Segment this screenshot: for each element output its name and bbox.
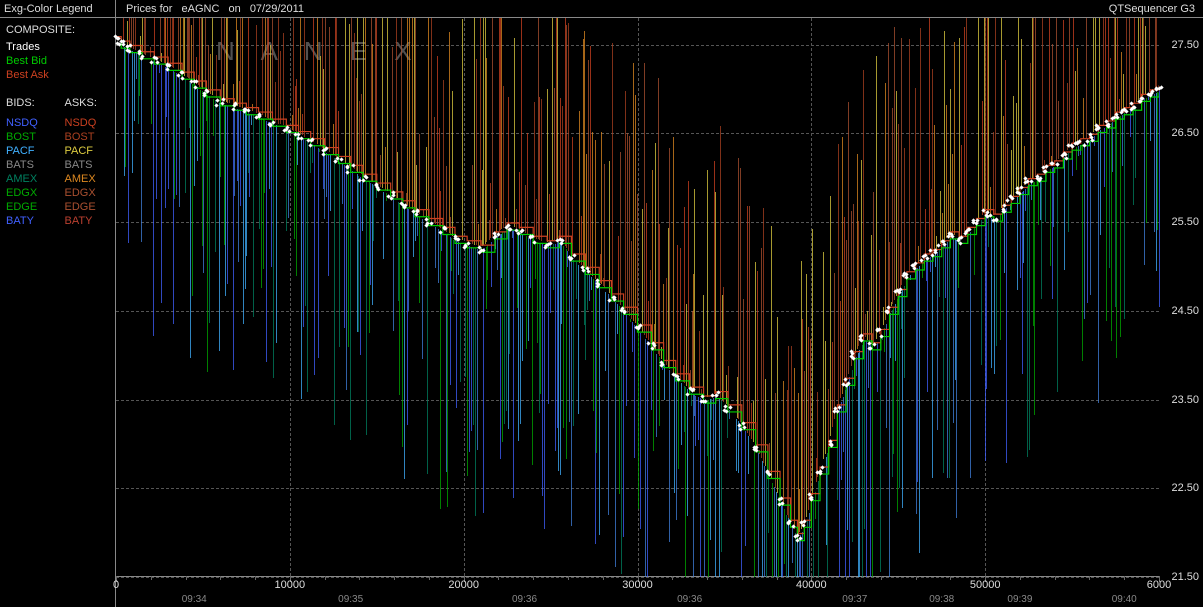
legend-row: AMEXAMEX [6,172,109,186]
x-tick-label: 50000 [970,579,1001,591]
header-bar: Exg-Color Legend Prices for eAGNC on 07/… [0,0,1203,18]
x-tick-label: 6000 [1147,579,1171,591]
x-time-label: 09:34 [182,594,207,605]
x-time-label: 09:36 [677,594,702,605]
legend-row: BATSBATS [6,158,109,172]
y-tick-label: 23.50 [1171,394,1199,406]
y-tick-label: 22.50 [1171,482,1199,494]
x-tick-label: 20000 [448,579,479,591]
composite-title: COMPOSITE: [6,24,109,36]
legend-item: Trades [6,40,52,54]
chart-area[interactable]: N A N E X 27.5026.5025.5024.5023.5022.50… [116,18,1203,607]
chart-title: Prices for eAGNC on 07/29/2011 [116,3,1109,15]
main-area: COMPOSITE: TradesBest BidBest Ask BIDS: … [0,18,1203,607]
x-time-label: 09:37 [842,594,867,605]
y-tick-label: 27.50 [1171,39,1199,51]
bids-asks-header: BIDS: ASKS: [6,96,109,110]
x-tick-label: 0 [113,579,119,591]
x-axis: 01000020000300004000050000600009:3409:35… [116,577,1159,607]
app-name: QTSequencer G3 [1109,3,1203,15]
x-time-label: 09:35 [338,594,363,605]
x-time-label: 09:39 [1007,594,1032,605]
legend-row: NSDQNSDQ [6,116,109,130]
legend-panel: COMPOSITE: TradesBest BidBest Ask BIDS: … [0,18,116,607]
x-tick-label: 40000 [796,579,827,591]
x-time-label: 09:38 [929,594,954,605]
x-time-label: 09:36 [512,594,537,605]
legend-row: BOSTBOST [6,130,109,144]
legend-row: PACFPACF [6,144,109,158]
x-time-label: 09:40 [1112,594,1137,605]
legend-title: Exg-Color Legend [0,0,116,17]
y-tick-label: 21.50 [1171,571,1199,583]
legend-row: EDGXEDGX [6,186,109,200]
legend-item: Best Bid [6,54,52,68]
y-tick-label: 25.50 [1171,216,1199,228]
x-tick-label: 10000 [275,579,306,591]
y-tick-label: 26.50 [1171,127,1199,139]
legend-row: EDGEEDGE [6,200,109,214]
y-tick-label: 24.50 [1171,305,1199,317]
plot-region[interactable] [116,18,1159,577]
y-axis: 27.5026.5025.5024.5023.5022.5021.50 [1159,18,1203,577]
legend-item: Best Ask [6,68,52,82]
x-tick-label: 30000 [622,579,653,591]
legend-row: BATYBATY [6,214,109,228]
